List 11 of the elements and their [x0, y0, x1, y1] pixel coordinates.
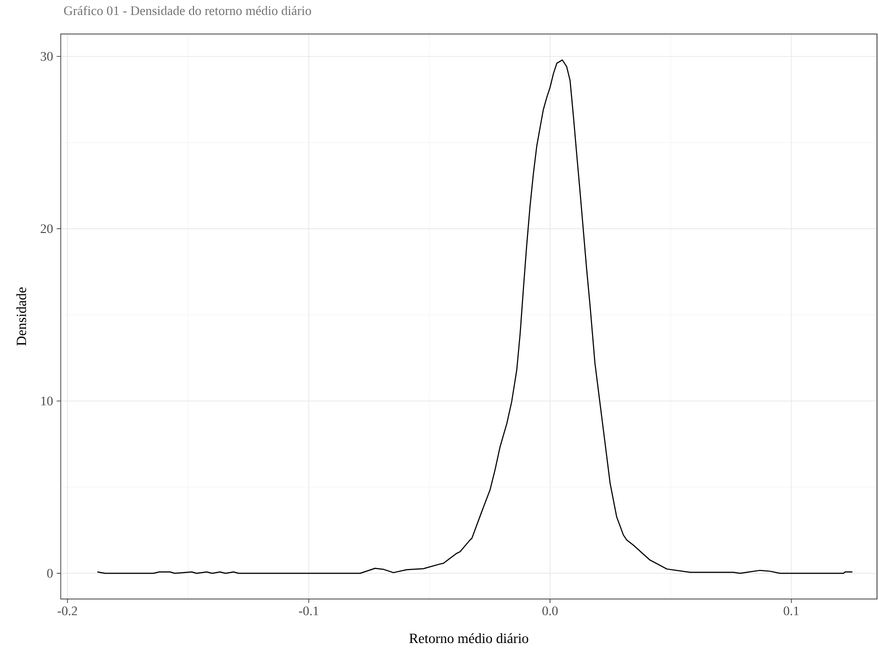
y-tick-label: 0 — [47, 568, 53, 578]
x-tick-label: -0.2 — [58, 606, 78, 616]
x-tick-label: 0.1 — [784, 606, 799, 616]
y-axis-title: Densidade — [16, 287, 26, 346]
y-tick-label: 20 — [40, 224, 53, 234]
chart-title: Gráfico 01 - Densidade do retorno médio diário — [64, 6, 312, 16]
y-tick-label: 30 — [40, 52, 53, 61]
x-tick-label: -0.1 — [298, 606, 318, 616]
x-tick-label: 0.0 — [542, 606, 558, 616]
x-axis-title: Retorno médio diário — [409, 633, 528, 644]
y-tick-label: 10 — [41, 396, 53, 406]
